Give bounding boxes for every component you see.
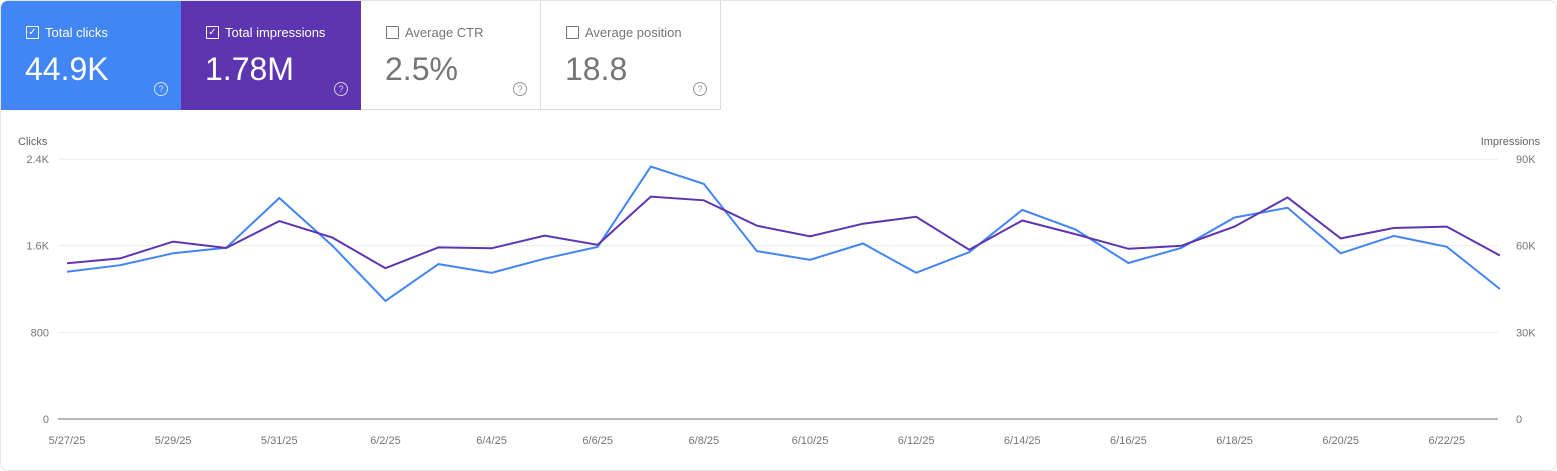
card-value: 18.8 <box>565 51 628 87</box>
card-value: 2.5% <box>385 51 458 87</box>
x-tick-label: 6/8/25 <box>689 435 720 447</box>
series-line-clicks <box>66 165 1501 303</box>
help-circle-icon[interactable]: ? <box>693 82 707 96</box>
right-tick-label: 0 <box>1516 414 1522 426</box>
series-line-impressions <box>66 195 1501 270</box>
help-circle-icon[interactable]: ? <box>154 82 168 96</box>
left-axis-title: Clicks <box>18 136 48 148</box>
x-tick-label: 6/18/25 <box>1216 435 1253 447</box>
x-tick-label: 6/4/25 <box>476 435 507 447</box>
right-tick-label: 60K <box>1516 241 1536 253</box>
left-tick-label: 1.6K <box>26 241 49 253</box>
x-tick-label: 5/29/25 <box>155 435 192 447</box>
x-tick-label: 6/10/25 <box>792 435 829 447</box>
help-circle-icon[interactable]: ? <box>513 82 527 96</box>
checkbox-unchecked-icon[interactable] <box>566 26 579 39</box>
left-tick-label: 0 <box>43 414 49 426</box>
card-label: Average CTR <box>405 25 484 40</box>
card-total-clicks[interactable]: ✓ Total clicks 44.9K ? <box>1 1 181 110</box>
x-tick-label: 6/14/25 <box>1004 435 1041 447</box>
card-average-position[interactable]: Average position 18.8 ? <box>541 1 721 110</box>
x-tick-label: 6/12/25 <box>898 435 935 447</box>
card-value: 1.78M <box>205 51 294 87</box>
metric-cards: ✓ Total clicks 44.9K ? ✓ Total impressions… <box>1 1 721 110</box>
checkbox-unchecked-icon[interactable] <box>386 26 399 39</box>
left-tick-label: 2.4K <box>26 154 49 166</box>
card-value: 44.9K <box>25 51 109 87</box>
checkbox-checked-icon[interactable]: ✓ <box>26 26 39 39</box>
right-axis-title: Impressions <box>1480 136 1540 148</box>
x-tick-label: 5/31/25 <box>261 435 298 447</box>
card-label: Total clicks <box>45 25 108 40</box>
x-tick-label: 6/22/25 <box>1428 435 1465 447</box>
help-circle-icon[interactable]: ? <box>334 82 348 96</box>
card-total-impressions[interactable]: ✓ Total impressions 1.78M ? <box>181 1 361 110</box>
card-label: Total impressions <box>225 25 326 40</box>
x-tick-label: 6/6/25 <box>582 435 613 447</box>
x-tick-label: 6/2/25 <box>370 435 401 447</box>
x-tick-label: 6/20/25 <box>1322 435 1359 447</box>
card-label: Average position <box>585 25 682 40</box>
right-tick-label: 30K <box>1516 327 1536 339</box>
checkbox-checked-icon[interactable]: ✓ <box>206 26 219 39</box>
x-tick-label: 6/16/25 <box>1110 435 1147 447</box>
right-tick-label: 90K <box>1516 154 1536 166</box>
left-tick-label: 800 <box>31 327 49 339</box>
x-tick-label: 5/27/25 <box>49 435 86 447</box>
card-average-ctr[interactable]: Average CTR 2.5% ? <box>361 1 541 110</box>
